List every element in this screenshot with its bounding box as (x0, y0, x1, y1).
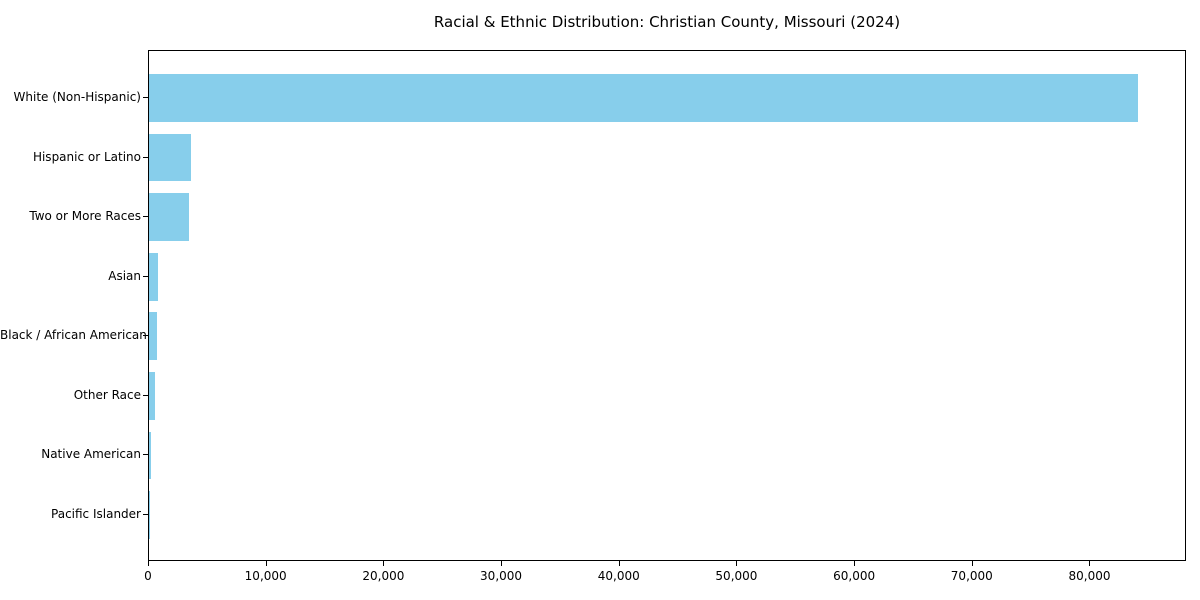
bar-asian (149, 252, 158, 301)
y-tick-label-pacific-islander: Pacific Islander (51, 506, 141, 521)
y-tick-mark (143, 156, 148, 158)
y-tick-label-two-or-more-races: Two or More Races (29, 209, 141, 224)
x-tick-label-0: 0 (144, 569, 152, 583)
y-tick-mark (143, 513, 148, 515)
x-tick-label-40-000: 40,000 (597, 569, 640, 583)
y-tick-label-white-non-hispanic: White (Non-Hispanic) (13, 90, 141, 105)
bar-pacific-islander (149, 491, 150, 539)
bar-other-race (149, 372, 155, 420)
x-tick-label-20-000: 20,000 (362, 569, 405, 583)
bar-white-non-hispanic (149, 74, 1138, 122)
bar-black-african-american (149, 312, 157, 361)
y-tick-label-hispanic-or-latino: Hispanic or Latino (32, 149, 141, 164)
y-tick-mark (143, 216, 148, 218)
x-tick-label-70-000: 70,000 (950, 569, 993, 583)
x-tick-mark (383, 561, 385, 566)
plot-area (148, 50, 1186, 561)
x-tick-label-50-000: 50,000 (715, 569, 758, 583)
x-tick-mark (1089, 561, 1091, 566)
x-tick-mark (501, 561, 503, 566)
bar-two-or-more-races (149, 193, 189, 241)
x-tick-mark (736, 561, 738, 566)
chart-title: Racial & Ethnic Distribution: Christian … (433, 13, 901, 31)
y-tick-label-black-african-american: Black / African American (0, 328, 147, 343)
x-tick-mark (148, 561, 149, 566)
x-tick-label-30-000: 30,000 (480, 569, 523, 583)
x-tick-mark (618, 561, 620, 566)
y-tick-label-asian: Asian (108, 268, 141, 283)
y-tick-mark (143, 454, 148, 456)
x-tick-label-10-000: 10,000 (244, 569, 287, 583)
y-tick-mark (143, 335, 148, 337)
y-tick-mark (143, 97, 148, 99)
x-tick-label-60-000: 60,000 (833, 569, 876, 583)
x-tick-mark (971, 561, 973, 566)
y-tick-label-native-american: Native American (41, 447, 141, 462)
x-tick-mark (265, 561, 267, 566)
bar-native-american (149, 431, 151, 480)
x-tick-mark (854, 561, 856, 566)
y-tick-mark (143, 394, 148, 396)
x-tick-label-80-000: 80,000 (1068, 569, 1111, 583)
y-tick-mark (143, 275, 148, 277)
bar-hispanic-or-latino (149, 133, 192, 182)
y-tick-label-other-race: Other Race (73, 387, 141, 402)
